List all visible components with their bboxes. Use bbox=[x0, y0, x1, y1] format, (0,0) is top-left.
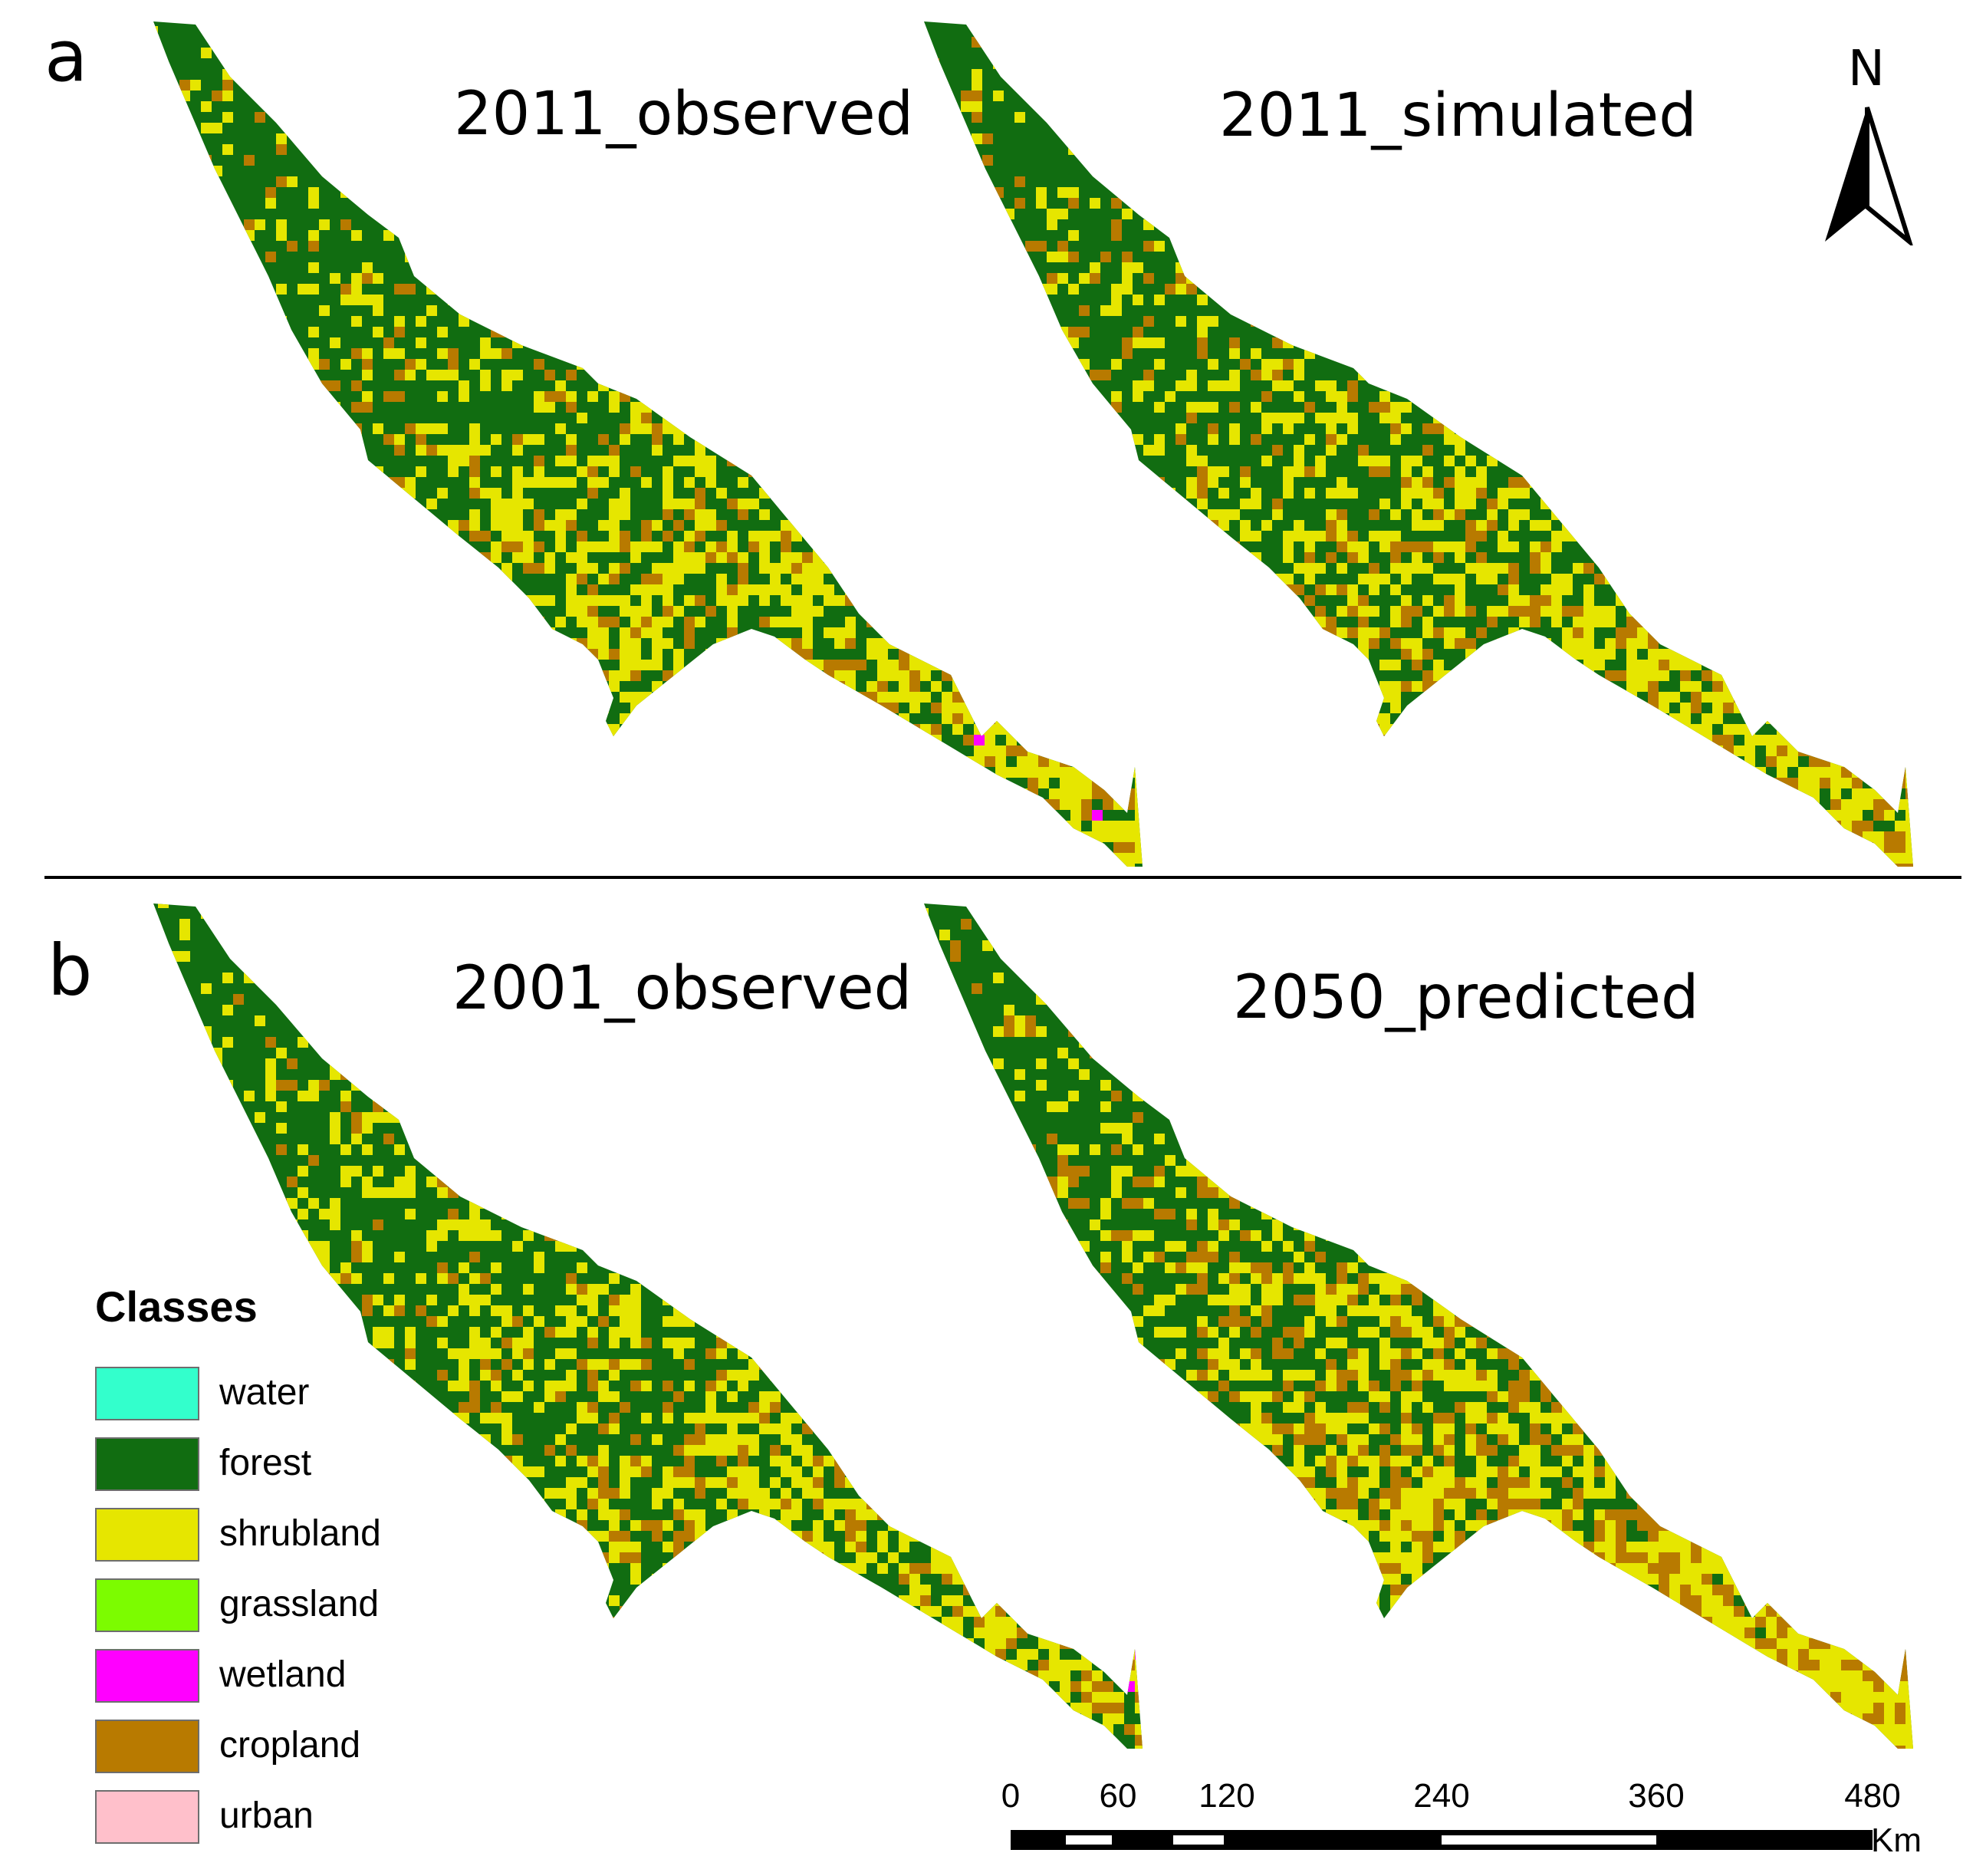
legend-item-forest: forest bbox=[95, 1437, 417, 1491]
legend-swatch-grassland bbox=[95, 1578, 199, 1632]
legend-swatch-shrubland bbox=[95, 1508, 199, 1562]
legend-title: Classes bbox=[95, 1282, 258, 1331]
panel-divider bbox=[44, 876, 1961, 879]
scale-tick-60: 60 bbox=[1099, 1777, 1137, 1815]
legend-item-wetland: wetland bbox=[95, 1649, 417, 1703]
map-2011-simulated bbox=[924, 21, 1913, 867]
map-title-2011-simulated: 2011_simulated bbox=[1219, 81, 1697, 150]
legend-label-cropland: cropland bbox=[219, 1725, 361, 1766]
legend-swatch-forest bbox=[95, 1437, 199, 1491]
legend-label-forest: forest bbox=[219, 1443, 312, 1483]
legend-item-water: water bbox=[95, 1367, 417, 1420]
legend-item-grassland: grassland bbox=[95, 1578, 417, 1632]
panel-letter-a: a bbox=[44, 15, 88, 97]
legend-label-wetland: wetland bbox=[219, 1654, 347, 1695]
legend-item-cropland: cropland bbox=[95, 1720, 417, 1773]
scale-bar bbox=[1011, 1830, 1873, 1850]
scale-tick-240: 240 bbox=[1413, 1777, 1470, 1815]
legend-label-water: water bbox=[219, 1372, 310, 1413]
legend-label-shrubland: shrubland bbox=[219, 1513, 381, 1554]
map-title-2011-observed: 2011_observed bbox=[454, 80, 914, 149]
legend-swatch-water bbox=[95, 1367, 199, 1420]
legend-label-grassland: grassland bbox=[219, 1584, 380, 1624]
map-2050-predicted bbox=[924, 903, 1913, 1749]
scale-tick-0: 0 bbox=[1001, 1777, 1021, 1815]
legend-item-urban: urban bbox=[95, 1790, 417, 1844]
scale-tick-120: 120 bbox=[1199, 1777, 1255, 1815]
scale-tick-480: 480 bbox=[1844, 1777, 1901, 1815]
map-title-2050-predicted: 2050_predicted bbox=[1233, 963, 1699, 1032]
legend-label-urban: urban bbox=[219, 1795, 314, 1836]
legend-swatch-cropland bbox=[95, 1720, 199, 1773]
north-arrow-icon bbox=[1825, 107, 1913, 245]
scale-bar-unit: Km bbox=[1871, 1822, 1922, 1859]
map-title-2001-observed: 2001_observed bbox=[452, 954, 912, 1023]
panel-letter-b: b bbox=[48, 930, 93, 1012]
legend-item-shrubland: shrubland bbox=[95, 1508, 417, 1562]
legend-swatch-wetland bbox=[95, 1649, 199, 1703]
north-arrow-label: N bbox=[1848, 41, 1885, 97]
legend-swatch-urban bbox=[95, 1790, 199, 1844]
scale-tick-360: 360 bbox=[1628, 1777, 1685, 1815]
